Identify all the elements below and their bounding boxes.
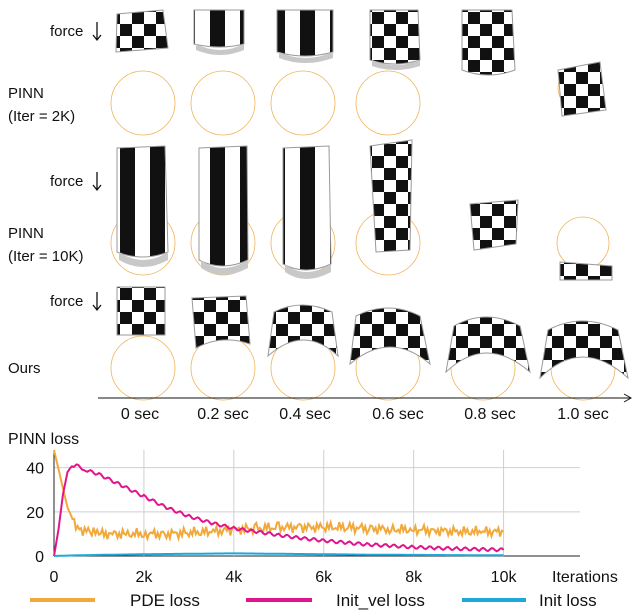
cloth-shadow — [285, 264, 331, 279]
series-line-2 — [53, 552, 504, 557]
obstacle-ring — [355, 70, 421, 136]
legend-label-pde: PDE loss — [130, 591, 200, 610]
cloth-frame — [193, 9, 245, 48]
cloth-shadow — [279, 52, 333, 63]
loss-series — [53, 449, 505, 557]
y-tick-label: 0 — [35, 549, 44, 566]
force-label-row1: force — [50, 23, 83, 40]
x-axis-label: Iterations — [552, 569, 618, 586]
x-tick-label: 0 — [50, 569, 59, 586]
cloth-frame — [369, 9, 421, 65]
cloth-frame — [276, 9, 334, 57]
obstacle-ring — [110, 70, 176, 136]
time-axis: 0 sec 0.2 sec 0.4 sec 0.6 sec 0.8 sec 1.… — [98, 393, 633, 423]
chart-grid — [53, 450, 580, 557]
force-arrow-icon — [92, 22, 102, 42]
x-tick-labels: 0 2k 4k 6k 8k 10k — [50, 569, 518, 586]
y-tick-labels: 0 20 40 — [26, 461, 44, 566]
cloth-frame — [115, 9, 169, 53]
row2-name: PINN — [8, 225, 44, 242]
cloth-shadow — [196, 44, 244, 55]
force-arrow-icon — [92, 292, 102, 312]
obstacle-ring — [190, 70, 256, 136]
loss-chart: PINN loss 0 20 40 0 2k 4k 6k 8k 10k Iterations — [8, 431, 618, 586]
x-tick-label: 4k — [225, 569, 243, 586]
cloth-frame — [445, 316, 531, 374]
row3-name: Ours — [8, 360, 41, 377]
legend-label-init-vel: Init_vel loss — [336, 591, 425, 610]
series-line-0 — [53, 449, 505, 543]
cloth-frame — [461, 9, 516, 76]
cloth-frame — [282, 145, 332, 271]
row3-frames — [110, 286, 629, 401]
cloth-frame — [539, 320, 629, 380]
time-label: 0.2 sec — [197, 406, 249, 423]
cloth-shadow — [201, 260, 248, 275]
force-label-row3: force — [50, 293, 83, 310]
time-label: 1.0 sec — [557, 406, 609, 423]
series-line-1 — [53, 463, 505, 557]
time-label: 0.6 sec — [372, 406, 424, 423]
cloth-frame — [349, 307, 431, 366]
time-axis-arrow-icon — [623, 393, 633, 403]
row2-iter: (Iter = 10K) — [8, 248, 83, 265]
obstacle-ring — [110, 335, 176, 401]
cloth-frame — [116, 145, 169, 258]
row1-frames — [110, 9, 607, 136]
row1-name: PINN — [8, 85, 44, 102]
obstacle-ring — [270, 70, 336, 136]
row2-frames — [110, 139, 613, 281]
cloth-shadow — [372, 60, 420, 70]
cloth-frame — [557, 61, 607, 117]
x-tick-label: 10k — [491, 569, 518, 586]
cloth-frame — [191, 295, 251, 349]
y-tick-label: 20 — [26, 505, 44, 522]
row1-iter: (Iter = 2K) — [8, 108, 75, 125]
cloth-frame — [469, 199, 519, 251]
obstacle-ring — [556, 216, 610, 270]
time-label: 0.4 sec — [279, 406, 331, 423]
force-arrow-icon — [92, 172, 102, 192]
time-label: 0.8 sec — [464, 406, 516, 423]
cloth-frame — [369, 139, 413, 253]
cloth-shadow — [119, 252, 168, 267]
y-tick-label: 40 — [26, 461, 44, 478]
row-labels: force PINN (Iter = 2K) force PINN (Iter … — [8, 22, 102, 377]
cloth-frame — [267, 304, 339, 358]
x-tick-label: 2k — [135, 569, 153, 586]
chart-title: PINN loss — [8, 431, 79, 448]
x-tick-label: 6k — [315, 569, 333, 586]
legend: PDE loss Init_vel loss Init loss — [30, 591, 597, 610]
cloth-frame — [198, 145, 249, 267]
cloth-frame — [559, 261, 613, 281]
force-label-row2: force — [50, 173, 83, 190]
cloth-frame — [116, 286, 166, 336]
x-tick-label: 8k — [405, 569, 423, 586]
time-label: 0 sec — [121, 406, 159, 423]
legend-label-init: Init loss — [539, 591, 597, 610]
